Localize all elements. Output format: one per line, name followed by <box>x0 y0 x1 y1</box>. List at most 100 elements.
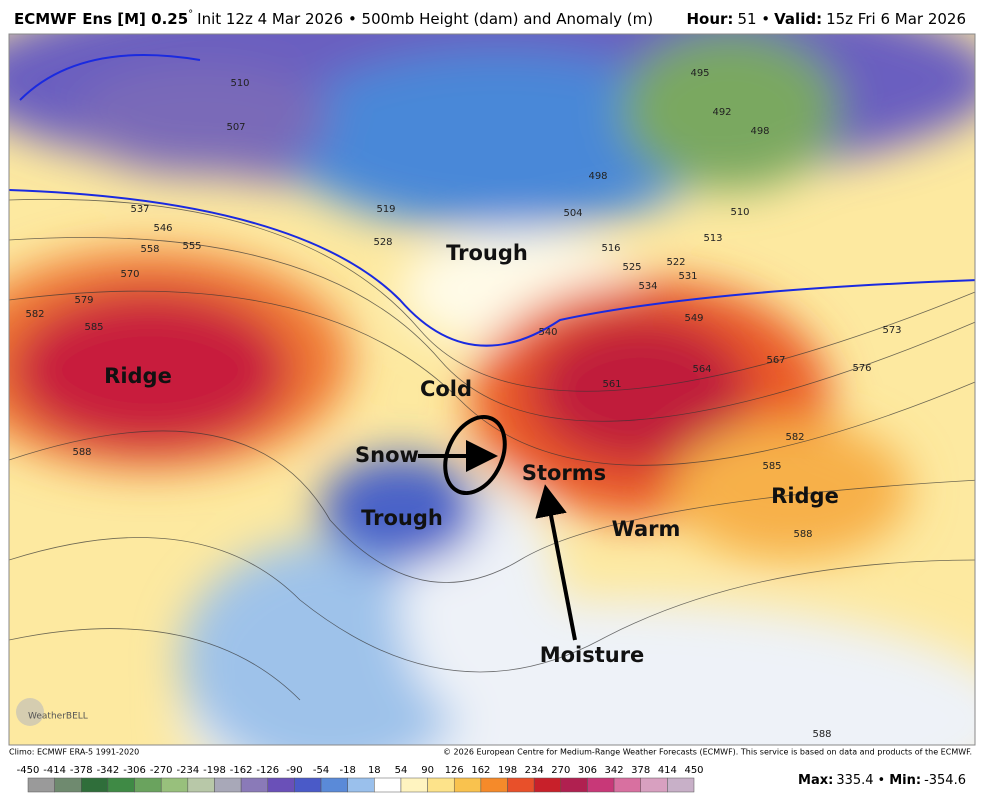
contour-label: 558 <box>140 244 159 255</box>
contour-label: 585 <box>84 322 103 333</box>
colorbar-label: 234 <box>525 765 544 776</box>
colorbar-label: -378 <box>70 765 93 776</box>
colorbar-swatch <box>480 777 508 793</box>
max: 335.4 <box>836 773 873 788</box>
valid: 15z Fri 6 Mar 2026 <box>826 10 966 28</box>
contour-label: 561 <box>602 379 621 390</box>
contour-label: 546 <box>153 223 172 234</box>
annotation: Moisture <box>540 643 645 667</box>
contour-label: 579 <box>74 295 93 306</box>
colorbar-label: -234 <box>176 765 199 776</box>
annotation: Trough <box>361 506 443 530</box>
degree: ° <box>188 9 193 20</box>
colorbar-swatch <box>294 777 322 793</box>
colorbar-swatch <box>667 777 695 793</box>
colorbar-label: -342 <box>97 765 120 776</box>
contour-label: 495 <box>690 68 709 79</box>
colorbar-swatch <box>507 777 535 793</box>
contour-label: 525 <box>622 262 641 273</box>
colorbar-label: 54 <box>395 765 408 776</box>
colorbar-label: -126 <box>256 765 279 776</box>
colorbar-swatch <box>107 777 135 793</box>
contour-label: 528 <box>373 237 392 248</box>
colorbar-swatch <box>134 777 162 793</box>
min-label: Min: <box>889 773 921 788</box>
annotation: Trough <box>446 241 528 265</box>
contour-label: 567 <box>766 355 785 366</box>
hour: 51 • <box>737 10 770 28</box>
annotation: Snow <box>355 443 419 467</box>
colorbar-swatch <box>613 777 641 793</box>
colorbar-swatch <box>400 777 428 793</box>
min: -354.6 <box>924 773 966 788</box>
contour-label: 588 <box>72 447 91 458</box>
contour-label: 573 <box>882 325 901 336</box>
colorbar-swatch <box>214 777 242 793</box>
valid-label: Valid: <box>774 10 822 28</box>
contour-label: 510 <box>230 78 249 89</box>
colorbar-label: 270 <box>551 765 570 776</box>
colorbar-label: -306 <box>123 765 146 776</box>
header-right: Hour: 51 • Valid: 15z Fri 6 Mar 2026 <box>687 10 967 28</box>
colorbar-swatch <box>533 777 562 793</box>
colorbar-swatch <box>81 777 109 793</box>
contour-label: 507 <box>226 122 245 133</box>
colorbar-swatch <box>640 777 668 793</box>
contour-label: 498 <box>750 126 769 137</box>
logo: WeatherBELL <box>28 712 88 722</box>
contour-label: 522 <box>666 257 685 268</box>
annotation: Ridge <box>104 364 172 388</box>
contour-label: 519 <box>376 204 395 215</box>
annotation: Warm <box>612 517 681 541</box>
colorbar-swatch <box>160 777 189 793</box>
contour-label: 588 <box>812 729 831 740</box>
contour-label: 588 <box>793 529 812 540</box>
colorbar-label: 18 <box>368 765 381 776</box>
contour-label: 582 <box>25 309 44 320</box>
colorbar-label: -18 <box>340 765 356 776</box>
contour-label: 510 <box>730 207 749 218</box>
colorbar-label: -54 <box>313 765 329 776</box>
annotation: Cold <box>420 377 472 401</box>
colorbar-swatch <box>320 777 348 793</box>
hour-label: Hour: <box>687 10 734 28</box>
colorbar-swatch <box>587 777 615 793</box>
colorbar-swatch <box>240 777 269 793</box>
colorbar-label: -270 <box>150 765 173 776</box>
contour-label: 576 <box>852 363 871 374</box>
colorbar-swatch <box>560 777 588 793</box>
annotation: Storms <box>522 461 606 485</box>
contour-label: 582 <box>785 432 804 443</box>
copyright: © 2026 European Centre for Medium-Range … <box>443 748 972 757</box>
contour-label: 570 <box>120 269 139 280</box>
colorbar-label: 414 <box>658 765 677 776</box>
annotation: Ridge <box>771 484 839 508</box>
colorbar-label: 306 <box>578 765 597 776</box>
contour-label: 564 <box>692 364 711 375</box>
colorbar-label: 450 <box>684 765 703 776</box>
contour-label: 534 <box>638 281 657 292</box>
separator: • <box>878 773 886 788</box>
colorbar-label: -198 <box>203 765 226 776</box>
colorbar-label: -450 <box>17 765 40 776</box>
colorbar-label: 90 <box>421 765 434 776</box>
max-label: Max: <box>798 773 833 788</box>
contour-label: 516 <box>601 243 620 254</box>
colorbar-swatch <box>187 777 215 793</box>
colorbar-swatch <box>347 777 375 793</box>
contour-label: 555 <box>182 241 201 252</box>
contour-label: 492 <box>712 107 731 118</box>
colorbar-label: -162 <box>230 765 253 776</box>
colorbar-swatch <box>427 777 455 793</box>
header-info: Init 12z 4 Mar 2026 • 500mb Height (dam)… <box>197 10 653 28</box>
colorbar-label: 342 <box>605 765 624 776</box>
contour-label: 531 <box>678 271 697 282</box>
colorbar-label: 162 <box>471 765 490 776</box>
climo: Climo: ECMWF ERA-5 1991-2020 <box>9 748 139 757</box>
contour-label: 549 <box>684 313 703 324</box>
contour-label: 585 <box>762 461 781 472</box>
colorbar-swatch <box>453 777 482 793</box>
colorbar-swatch <box>54 777 82 793</box>
